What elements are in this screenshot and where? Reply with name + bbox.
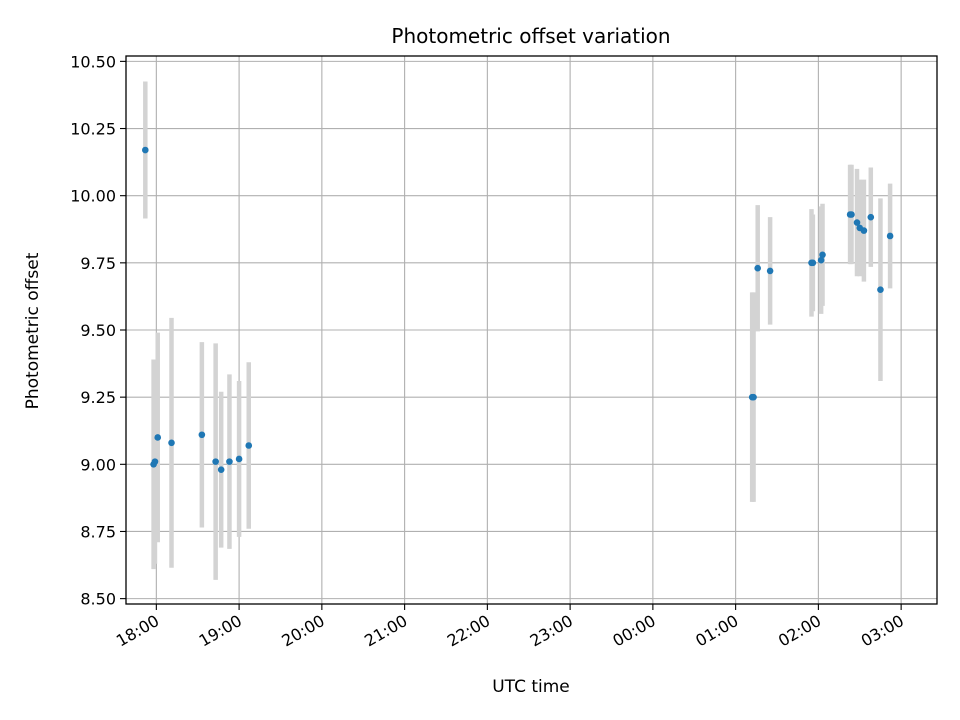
data-point <box>142 146 149 154</box>
data-point <box>226 458 233 465</box>
y-tick-label: 8.50 <box>80 590 116 609</box>
data-point <box>877 286 884 294</box>
chart-title: Photometric offset variation <box>391 24 670 48</box>
data-point <box>198 431 206 439</box>
data-point <box>154 434 162 441</box>
data-point <box>217 466 225 473</box>
data-point <box>168 439 175 447</box>
y-tick-label: 10.25 <box>70 120 116 139</box>
data-point <box>245 442 253 449</box>
y-tick-label: 9.75 <box>80 254 116 273</box>
data-points <box>142 146 894 473</box>
data-point <box>860 227 868 234</box>
x-axis-label: UTC time <box>492 677 570 697</box>
y-tick-label: 10.50 <box>70 52 116 71</box>
y-tick-label: 9.50 <box>80 321 116 340</box>
y-axis-label: Photometric offset <box>23 252 43 409</box>
data-point <box>766 267 774 275</box>
y-tick-label: 10.00 <box>70 187 116 206</box>
data-point <box>867 213 875 221</box>
y-tick-label: 9.00 <box>80 455 116 474</box>
y-tick-label: 8.75 <box>80 522 116 541</box>
data-point <box>754 264 761 272</box>
grid-lines <box>126 56 937 604</box>
data-point <box>817 256 825 264</box>
data-point <box>235 455 243 463</box>
data-point <box>809 259 817 267</box>
data-point <box>886 232 894 240</box>
data-point <box>819 251 826 259</box>
y-tick-label: 9.25 <box>80 388 116 407</box>
data-point <box>848 211 855 218</box>
data-point <box>750 393 757 401</box>
data-point <box>151 458 159 465</box>
data-point <box>212 458 219 465</box>
data-point <box>853 219 861 226</box>
